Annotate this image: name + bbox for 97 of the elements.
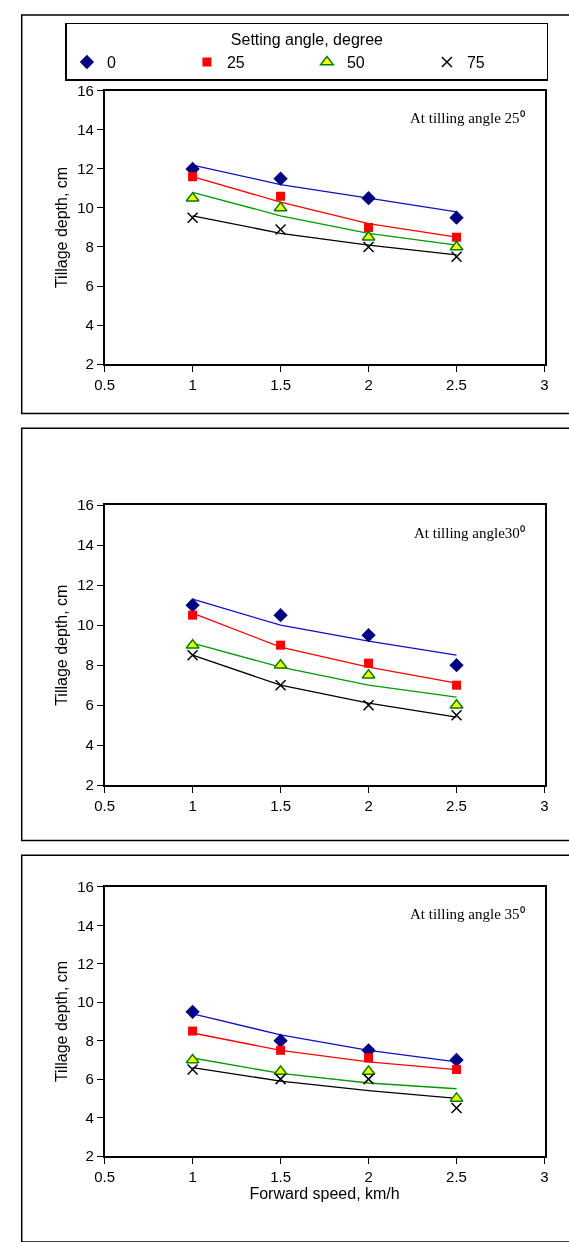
- x-tick-label: 0.5: [94, 796, 116, 814]
- y-tick-label: 2: [85, 1147, 94, 1165]
- point: [276, 1045, 286, 1055]
- y-tick-label: 12: [77, 955, 94, 972]
- point: [273, 171, 288, 186]
- y-tick-label: 6: [85, 1070, 94, 1088]
- y-tick-label: 8: [85, 238, 94, 256]
- point: [276, 640, 286, 650]
- y-tick-label: 2: [85, 776, 94, 794]
- y-tick-label: 14: [77, 916, 94, 934]
- point: [185, 638, 200, 649]
- annotation: At tilling angle30⁰: [414, 525, 525, 541]
- point: [361, 668, 376, 679]
- point: [450, 709, 463, 721]
- y-tick-label: 4: [85, 316, 94, 334]
- y-tick-label: 10: [77, 993, 94, 1011]
- point: [188, 172, 198, 182]
- point: [276, 191, 286, 201]
- y-tick-label: 12: [77, 576, 94, 594]
- x-tick-label: 2.5: [446, 796, 467, 814]
- point: [274, 1073, 287, 1085]
- x-tick-label: 2: [364, 375, 373, 393]
- y-axis-title: Tillage depth, cm: [52, 584, 70, 706]
- legend-label: 25: [226, 54, 245, 72]
- legend-label: 50: [346, 54, 365, 72]
- y-tick-label: 16: [77, 496, 94, 514]
- y-axis-title: Tillage depth, cm: [52, 166, 70, 289]
- legend-label: 75: [466, 54, 485, 72]
- point: [186, 649, 199, 661]
- point: [185, 1053, 200, 1064]
- point: [273, 201, 288, 212]
- point: [185, 191, 200, 202]
- x-tick-label: 1: [188, 796, 197, 814]
- y-tick-label: 4: [85, 736, 94, 754]
- point: [185, 598, 200, 613]
- y-tick-label: 10: [77, 199, 94, 217]
- x-tick-label: 2.5: [446, 1167, 467, 1185]
- point: [364, 222, 374, 232]
- point: [361, 230, 376, 241]
- legend-title: Setting angle, degree: [230, 31, 384, 49]
- point: [449, 240, 464, 251]
- y-tick-label: 14: [77, 536, 94, 554]
- y-tick-label: 14: [77, 121, 94, 139]
- point: [188, 1026, 198, 1036]
- point: [449, 210, 464, 225]
- x-tick-label: 3: [540, 375, 549, 393]
- y-tick-label: 4: [85, 1108, 94, 1126]
- x-tick-label: 1: [188, 375, 197, 393]
- point: [449, 1052, 464, 1068]
- point: [452, 680, 462, 690]
- x-tick-label: 1.5: [270, 1167, 291, 1185]
- y-tick-label: 8: [85, 1031, 94, 1049]
- y-tick-label: 8: [85, 656, 94, 674]
- point: [362, 699, 375, 711]
- point: [186, 211, 199, 224]
- point: [273, 658, 288, 669]
- legend-label: 0: [106, 54, 116, 72]
- point: [361, 191, 376, 206]
- point: [450, 250, 463, 263]
- point: [274, 223, 287, 236]
- y-tick-label: 2: [85, 355, 94, 373]
- x-tick-label: 1.5: [270, 375, 291, 393]
- point: [362, 1073, 375, 1085]
- point: [188, 610, 198, 620]
- y-tick-label: 16: [77, 878, 94, 896]
- x-tick-label: 0.5: [94, 1167, 116, 1185]
- x-tick-label: 2: [364, 1167, 373, 1185]
- y-tick-label: 10: [77, 616, 94, 634]
- point: [274, 679, 287, 691]
- point: [186, 1063, 199, 1076]
- x-tick-label: 2.5: [446, 375, 467, 393]
- x-tick-label: 1: [188, 1167, 197, 1185]
- y-tick-label: 6: [85, 696, 94, 714]
- x-tick-label: 1.5: [270, 796, 291, 814]
- point: [362, 241, 375, 253]
- x-tick-label: 3: [540, 1167, 549, 1185]
- point: [273, 1033, 288, 1048]
- x-tick-label: 3: [540, 796, 549, 814]
- x-tick-label: 0.5: [94, 375, 116, 393]
- point: [450, 1102, 463, 1114]
- point: [449, 698, 464, 709]
- annotation: At tilling angle 35⁰: [410, 906, 525, 922]
- y-tick-label: 6: [85, 277, 94, 295]
- point: [449, 658, 464, 673]
- y-tick-label: 12: [77, 160, 94, 178]
- annotation: At tilling angle 25⁰: [410, 110, 525, 126]
- point: [185, 1004, 200, 1019]
- x-axis-title: Forward speed, km/h: [249, 1185, 400, 1203]
- y-axis-title: Tillage depth, cm: [52, 960, 70, 1083]
- x-tick-label: 2: [364, 796, 373, 814]
- point: [364, 1053, 374, 1063]
- point: [452, 1065, 462, 1075]
- point: [452, 232, 462, 242]
- point: [361, 628, 376, 643]
- point: [364, 658, 374, 668]
- point: [273, 608, 288, 623]
- y-tick-label: 16: [77, 82, 94, 100]
